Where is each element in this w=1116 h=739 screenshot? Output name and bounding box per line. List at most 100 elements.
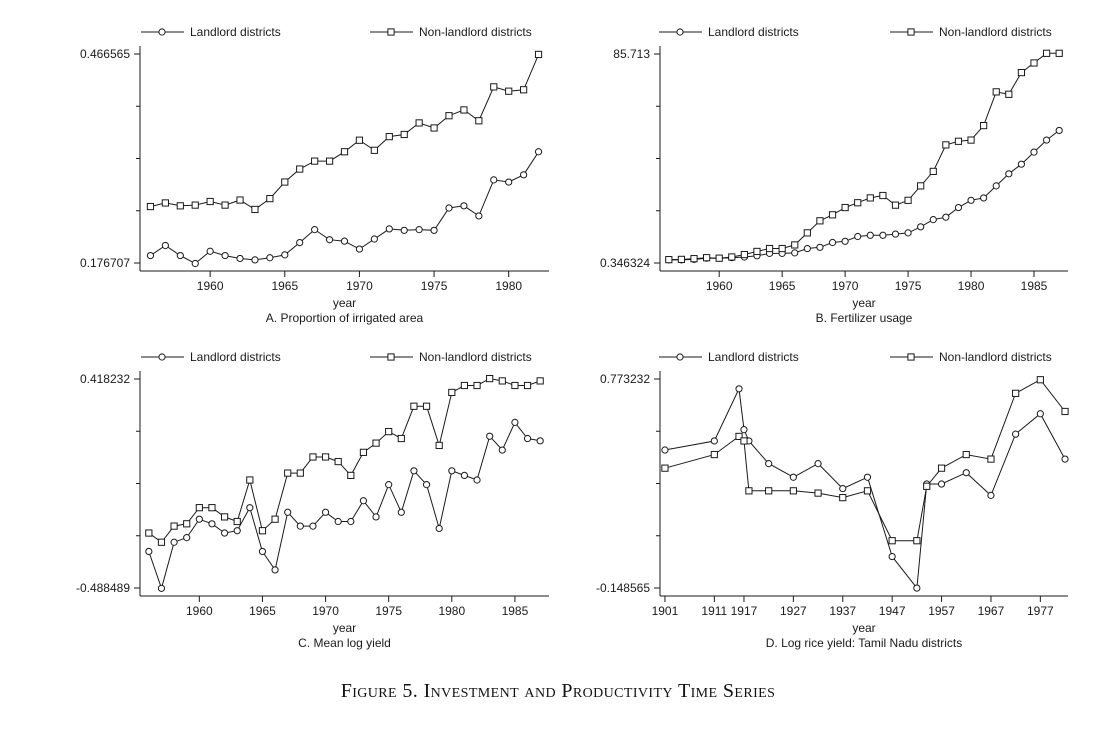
x-tick-label: 1965 bbox=[271, 279, 298, 293]
data-point bbox=[789, 487, 797, 495]
data-point bbox=[917, 223, 925, 231]
data-point bbox=[904, 196, 912, 204]
data-point bbox=[397, 434, 405, 443]
data-point bbox=[740, 437, 748, 445]
data-point bbox=[296, 238, 304, 247]
data-point bbox=[284, 469, 292, 477]
data-point bbox=[913, 584, 921, 592]
chart-panel-2: 0.418232 -0.488489 1960 1965 1970 1975 1980 198… bbox=[76, 350, 549, 650]
x-tick-label: 1960 bbox=[186, 604, 213, 618]
data-point bbox=[511, 381, 519, 390]
data-point bbox=[220, 529, 229, 537]
data-point bbox=[347, 471, 355, 480]
data-point bbox=[987, 491, 995, 499]
data-point bbox=[536, 437, 544, 445]
data-point bbox=[702, 254, 711, 262]
data-point bbox=[937, 480, 946, 488]
data-point bbox=[309, 522, 317, 530]
data-point bbox=[183, 534, 191, 542]
data-point bbox=[435, 524, 443, 533]
data-point bbox=[1055, 49, 1063, 57]
data-point bbox=[325, 157, 334, 165]
x-tick-label: 1911 bbox=[701, 604, 727, 618]
data-point bbox=[400, 226, 408, 234]
data-point bbox=[415, 226, 423, 234]
data-point bbox=[816, 217, 824, 225]
data-point bbox=[854, 199, 862, 207]
data-point bbox=[1036, 410, 1044, 418]
x-tick-label: 1957 bbox=[928, 604, 955, 618]
data-point bbox=[246, 504, 254, 512]
legend-marker bbox=[676, 353, 684, 361]
data-point bbox=[735, 432, 743, 441]
x-axis-label: year bbox=[333, 296, 356, 310]
data-point bbox=[904, 229, 912, 237]
data-point bbox=[1036, 376, 1044, 384]
data-point bbox=[334, 457, 342, 466]
data-point bbox=[208, 504, 216, 512]
data-point bbox=[962, 450, 970, 459]
legend-marker bbox=[907, 28, 915, 36]
data-point bbox=[1042, 136, 1051, 144]
data-point bbox=[321, 453, 330, 461]
x-tick-label: 1917 bbox=[731, 604, 758, 618]
data-point bbox=[157, 584, 166, 592]
data-point bbox=[891, 201, 900, 209]
x-tick-label: 1965 bbox=[249, 604, 276, 618]
data-point bbox=[980, 122, 988, 130]
data-point bbox=[296, 522, 304, 530]
data-point bbox=[460, 106, 468, 114]
data-point bbox=[888, 552, 896, 561]
data-point bbox=[863, 473, 872, 481]
data-point bbox=[460, 202, 468, 210]
legend-marker bbox=[158, 28, 166, 36]
data-point bbox=[879, 231, 887, 239]
y-tick-label: 85.713 bbox=[613, 47, 650, 61]
x-tick-label: 1965 bbox=[769, 279, 796, 293]
data-point bbox=[839, 494, 847, 502]
data-point bbox=[967, 136, 975, 144]
data-point bbox=[1005, 170, 1013, 178]
legend-label: Landlord districts bbox=[190, 350, 281, 364]
data-point bbox=[816, 243, 824, 251]
data-point bbox=[1030, 148, 1038, 156]
y-tick-label: 0.176707 bbox=[80, 256, 130, 270]
data-point bbox=[311, 226, 319, 234]
data-point bbox=[942, 213, 950, 221]
data-point bbox=[334, 517, 342, 526]
data-point bbox=[1012, 389, 1020, 397]
data-point bbox=[490, 176, 498, 184]
data-point bbox=[917, 182, 925, 190]
data-point bbox=[410, 467, 418, 475]
data-point bbox=[176, 251, 184, 260]
data-point bbox=[954, 137, 963, 145]
x-tick-label: 1980 bbox=[495, 279, 522, 293]
data-point bbox=[866, 231, 874, 239]
y-tick-label: -0.148565 bbox=[596, 581, 650, 595]
data-point bbox=[992, 182, 1000, 190]
series-line-1 bbox=[668, 52, 1060, 261]
data-point bbox=[372, 439, 380, 447]
data-point bbox=[251, 205, 259, 214]
data-point bbox=[473, 476, 481, 484]
legend-marker bbox=[158, 353, 166, 361]
data-point bbox=[385, 428, 393, 436]
x-tick-label: 1967 bbox=[978, 604, 1005, 618]
data-point bbox=[191, 259, 199, 268]
data-point bbox=[430, 124, 438, 132]
data-point bbox=[206, 247, 214, 255]
data-point bbox=[309, 453, 317, 461]
data-point bbox=[460, 381, 469, 390]
data-point bbox=[233, 517, 241, 526]
data-point bbox=[498, 446, 506, 454]
data-point bbox=[221, 251, 229, 260]
x-tick-label: 1980 bbox=[438, 604, 465, 618]
data-point bbox=[841, 203, 849, 212]
legend-marker bbox=[387, 28, 395, 36]
data-point bbox=[715, 254, 723, 262]
x-tick-label: 1927 bbox=[780, 604, 807, 618]
data-point bbox=[745, 487, 753, 495]
